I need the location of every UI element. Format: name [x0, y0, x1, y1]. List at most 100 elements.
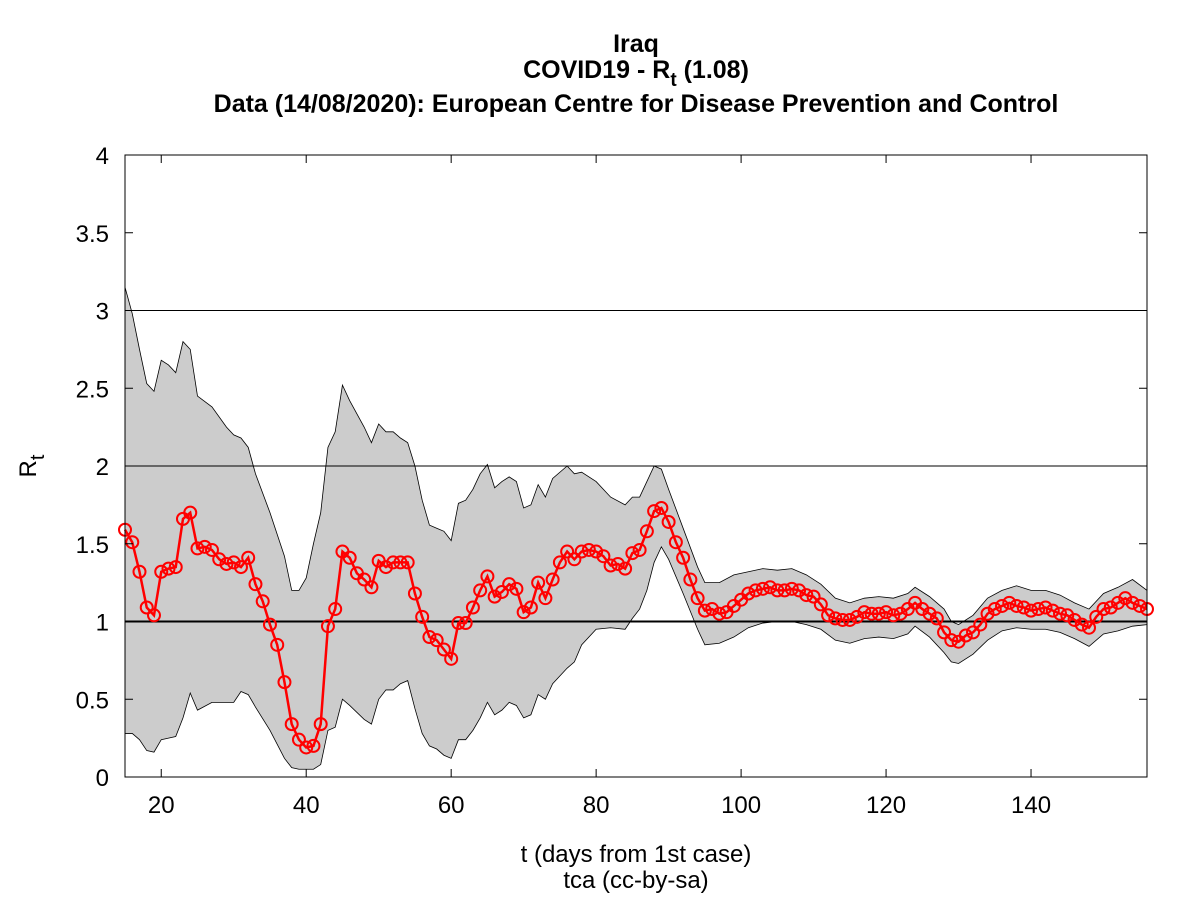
rt-marker	[233, 560, 248, 575]
band-upper-edge	[125, 287, 1147, 626]
y-label-subscript: t	[27, 454, 49, 460]
rt-marker	[552, 555, 567, 570]
rt-marker	[784, 581, 799, 596]
rt-marker	[400, 555, 415, 570]
rt-marker	[741, 586, 756, 601]
rt-marker	[589, 544, 604, 559]
rt-marker	[1111, 595, 1126, 610]
rt-marker	[494, 584, 509, 599]
rt-marker	[958, 628, 973, 643]
rt-marker	[306, 738, 321, 753]
y-tick-label: 0.5	[76, 687, 109, 714]
rt-marker	[422, 630, 437, 645]
rt-marker	[893, 606, 908, 621]
rt-marker	[146, 608, 161, 623]
rt-marker	[937, 625, 952, 640]
rt-marker	[748, 583, 763, 598]
rt-marker	[806, 589, 821, 604]
rt-marker	[1038, 600, 1053, 615]
rt-marker	[451, 616, 466, 631]
rt-marker	[697, 603, 712, 618]
rt-marker	[567, 552, 582, 567]
rt-marker	[828, 611, 843, 626]
rt-marker	[509, 581, 524, 596]
rt-marker	[705, 602, 720, 617]
rt-marker	[132, 564, 147, 579]
rt-marker	[980, 606, 995, 621]
rt-marker	[929, 611, 944, 626]
rt-marker	[886, 608, 901, 623]
rt-marker	[712, 606, 727, 621]
y-tick-label: 3	[96, 299, 109, 326]
rt-marker	[502, 577, 517, 592]
rt-marker	[255, 594, 270, 609]
rt-marker	[560, 544, 575, 559]
x-tick-label: 20	[148, 792, 175, 819]
rt-marker	[813, 597, 828, 612]
rt-marker	[661, 514, 676, 529]
y-tick-label: 0	[96, 765, 109, 792]
rt-marker	[835, 612, 850, 627]
rt-marker	[1024, 603, 1039, 618]
rt-marker	[538, 591, 553, 606]
rt-marker	[480, 569, 495, 584]
rt-marker	[871, 606, 886, 621]
rt-marker	[821, 608, 836, 623]
rt-marker	[465, 600, 480, 615]
rt-marker	[212, 552, 227, 567]
rt-marker	[270, 637, 285, 652]
credit: tca (cc-by-sa)	[563, 867, 708, 894]
rt-marker	[313, 717, 328, 732]
rt-marker	[603, 558, 618, 573]
source-line: Data (14/08/2020): European Centre for D…	[214, 90, 1059, 118]
rt-marker	[1125, 595, 1140, 610]
chart-title: Iraq	[613, 30, 659, 58]
rt-marker	[342, 550, 357, 565]
rt-marker	[1132, 598, 1147, 613]
rt-marker	[1045, 603, 1060, 618]
rt-marker	[183, 505, 198, 520]
rt-marker	[516, 605, 531, 620]
rt-marker	[763, 580, 778, 595]
subtitle-text: (1.08)	[677, 56, 749, 84]
rt-marker	[1089, 609, 1104, 624]
x-tick-label: 60	[438, 792, 465, 819]
rt-marker	[850, 609, 865, 624]
rt-marker	[596, 549, 611, 564]
rt-marker	[523, 600, 538, 615]
rt-marker	[1096, 602, 1111, 617]
rt-marker	[639, 524, 654, 539]
rt-marker	[864, 606, 879, 621]
rt-marker	[799, 588, 814, 603]
x-axis-label: t (days from 1st case)	[521, 841, 752, 868]
rt-marker	[995, 598, 1010, 613]
rt-marker	[168, 560, 183, 575]
rt-marker	[473, 583, 488, 598]
rt-marker	[581, 542, 596, 557]
rt-marker	[204, 542, 219, 557]
rt-marker	[973, 617, 988, 632]
rt-marker	[1118, 591, 1133, 606]
rt-marker	[1002, 595, 1017, 610]
rt-marker	[407, 586, 422, 601]
rt-marker	[632, 542, 647, 557]
rt-marker	[777, 583, 792, 598]
rt-marker	[683, 572, 698, 587]
rt-marker	[857, 605, 872, 620]
rt-marker	[436, 642, 451, 657]
rt-marker	[690, 591, 705, 606]
rt-marker	[262, 617, 277, 632]
rt-marker	[487, 589, 502, 604]
confidence-band	[125, 287, 1147, 770]
y-tick-label: 2.5	[76, 376, 109, 403]
rt-marker	[226, 555, 241, 570]
rt-marker	[320, 619, 335, 634]
rt-marker	[1060, 608, 1075, 623]
y-axis-label: Rt	[15, 454, 49, 477]
rt-marker	[1103, 600, 1118, 615]
rt-marker	[378, 560, 393, 575]
rt-marker	[197, 539, 212, 554]
rt-marker	[842, 612, 857, 627]
rt-marker	[625, 546, 640, 561]
